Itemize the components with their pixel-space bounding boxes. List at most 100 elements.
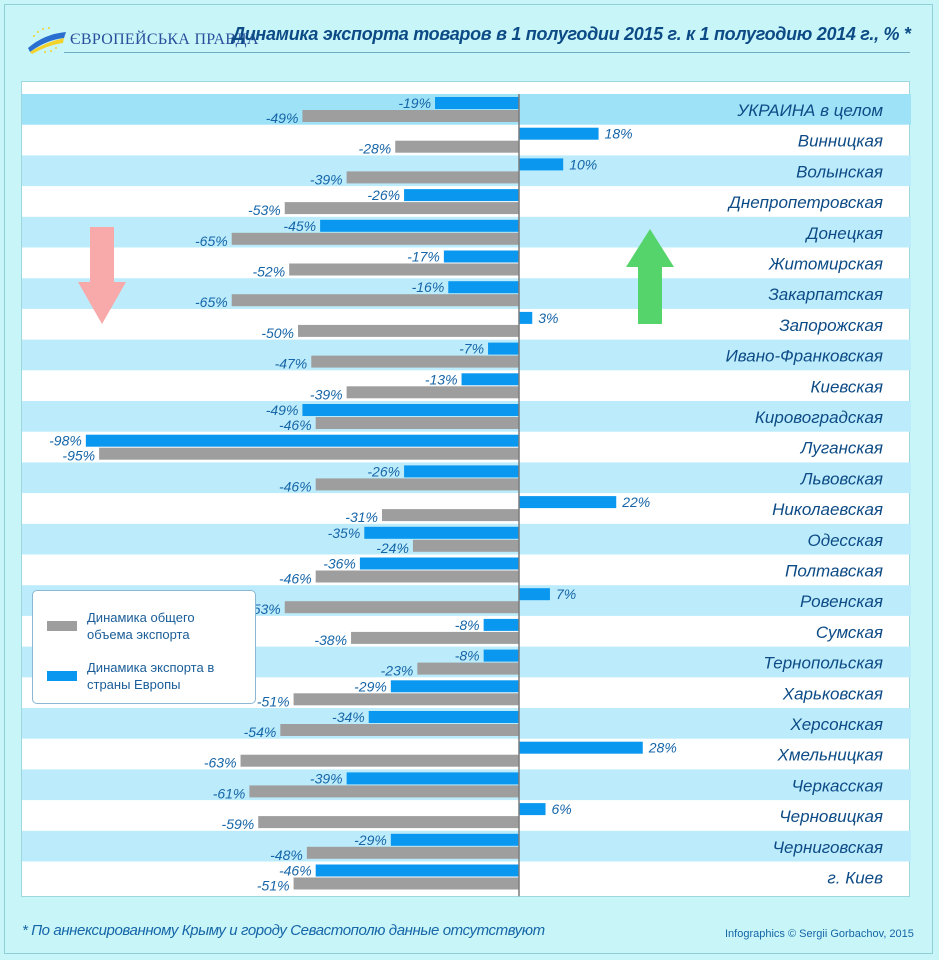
category-label: Запорожская [779,316,883,335]
legend-item-europe: Динамика экспорта в страны Европы [47,659,237,693]
total-value-label: -59% [222,816,255,832]
europe-bar [435,97,519,109]
category-label: Тернопольская [763,654,883,673]
total-value-label: -46% [279,478,312,494]
europe-value-label: -49% [266,402,299,418]
total-bar [417,662,519,675]
europe-value-label: -17% [407,249,440,265]
footnote: * По аннексированному Крыму и городу Сев… [22,922,545,939]
total-bar [346,386,519,399]
total-bar [346,171,519,184]
europe-bar [519,803,546,816]
category-label: Кировоградская [755,408,883,427]
total-bar [284,202,519,215]
europe-bar [346,772,519,785]
europe-value-label: -26% [367,187,400,203]
total-bar [231,232,519,245]
category-label: Волынская [796,162,883,181]
europe-bar [315,864,519,877]
total-bar [302,110,519,122]
europe-value-label: 3% [538,310,558,326]
europe-bar [519,496,617,509]
category-label: Черкасская [792,776,883,795]
total-value-label: -53% [248,601,281,617]
europe-value-label: -16% [412,279,445,295]
category-label: Житомирская [768,255,883,274]
total-bar [315,570,519,583]
legend-swatch-total [47,621,77,631]
total-bar [412,539,519,552]
europe-bar [390,833,519,846]
europe-value-label: 10% [569,156,597,172]
category-label: УКРАИНА в целом [736,101,883,120]
europe-value-label: -35% [328,525,361,541]
category-label: Полтавская [785,562,883,581]
total-bar [311,355,519,368]
europe-bar [404,465,519,478]
europe-value-label: -13% [425,371,458,387]
chart-legend: Динамика общего объема экспорта Динамика… [32,590,256,704]
up-arrow-icon [626,229,674,324]
europe-value-label: -29% [354,678,387,694]
category-label: Хмельницкая [776,746,883,765]
total-value-label: -38% [314,632,347,648]
category-label: Ивано-Франковская [726,347,883,366]
europe-value-label: 7% [556,586,576,602]
total-value-label: -48% [270,847,303,863]
category-label: Луганская [800,439,883,458]
total-bar [231,294,519,307]
total-value-label: -53% [248,202,281,218]
legend-label-total: Динамика общего объема экспорта [87,610,195,642]
total-value-label: -39% [310,386,343,402]
category-label: Закарпатская [768,285,883,304]
total-value-label: -39% [310,171,343,187]
title-divider [64,52,910,53]
total-bar [289,263,519,276]
europe-bar [519,158,564,171]
category-label: Черниговская [773,838,883,857]
total-bar [315,417,519,429]
down-arrow-icon [78,227,126,324]
chart-title: Динамика экспорта товаров в 1 полугодии … [232,24,911,44]
total-bar [298,324,519,337]
total-value-label: -46% [279,571,312,587]
total-value-label: -50% [261,325,294,341]
category-label: Сумская [816,623,883,642]
total-value-label: -63% [204,755,237,771]
europe-bar [519,127,599,140]
total-value-label: -46% [279,417,312,433]
total-value-label: -61% [213,785,246,801]
credit: Infographics © Sergii Gorbachov, 2015 [725,928,914,940]
europe-bar [461,373,519,386]
total-value-label: -51% [257,878,290,894]
total-value-label: -65% [195,233,228,249]
europe-value-label: -8% [455,648,480,664]
total-value-label: -54% [244,724,277,740]
brand-name: ЄВРОПЕЙСЬКА ПРАВДА [70,31,259,48]
europe-bar [448,281,519,294]
legend-label-europe: Динамика экспорта в страны Европы [87,660,215,692]
category-label: Херсонская [789,715,883,734]
total-value-label: -31% [345,509,378,525]
logo-icon [28,27,66,54]
category-label: Донецкая [804,224,883,243]
total-bar [315,478,519,491]
europe-value-label: -7% [459,341,484,357]
total-bar [240,754,520,767]
total-bar [351,631,519,644]
europe-value-label: 6% [552,801,572,817]
category-label: Черновицкая [779,807,883,826]
europe-bar [359,557,519,570]
total-bar [293,877,519,890]
category-label: Николаевская [772,500,883,519]
europe-bar [85,434,519,447]
europe-bar [443,250,519,263]
total-bar [258,816,519,829]
total-bar [395,140,519,153]
total-bar [284,601,519,614]
total-value-label: -23% [381,663,414,679]
europe-value-label: 22% [621,494,650,510]
total-value-label: -65% [195,294,228,310]
europe-bar [519,588,550,601]
europe-bar [483,649,519,662]
